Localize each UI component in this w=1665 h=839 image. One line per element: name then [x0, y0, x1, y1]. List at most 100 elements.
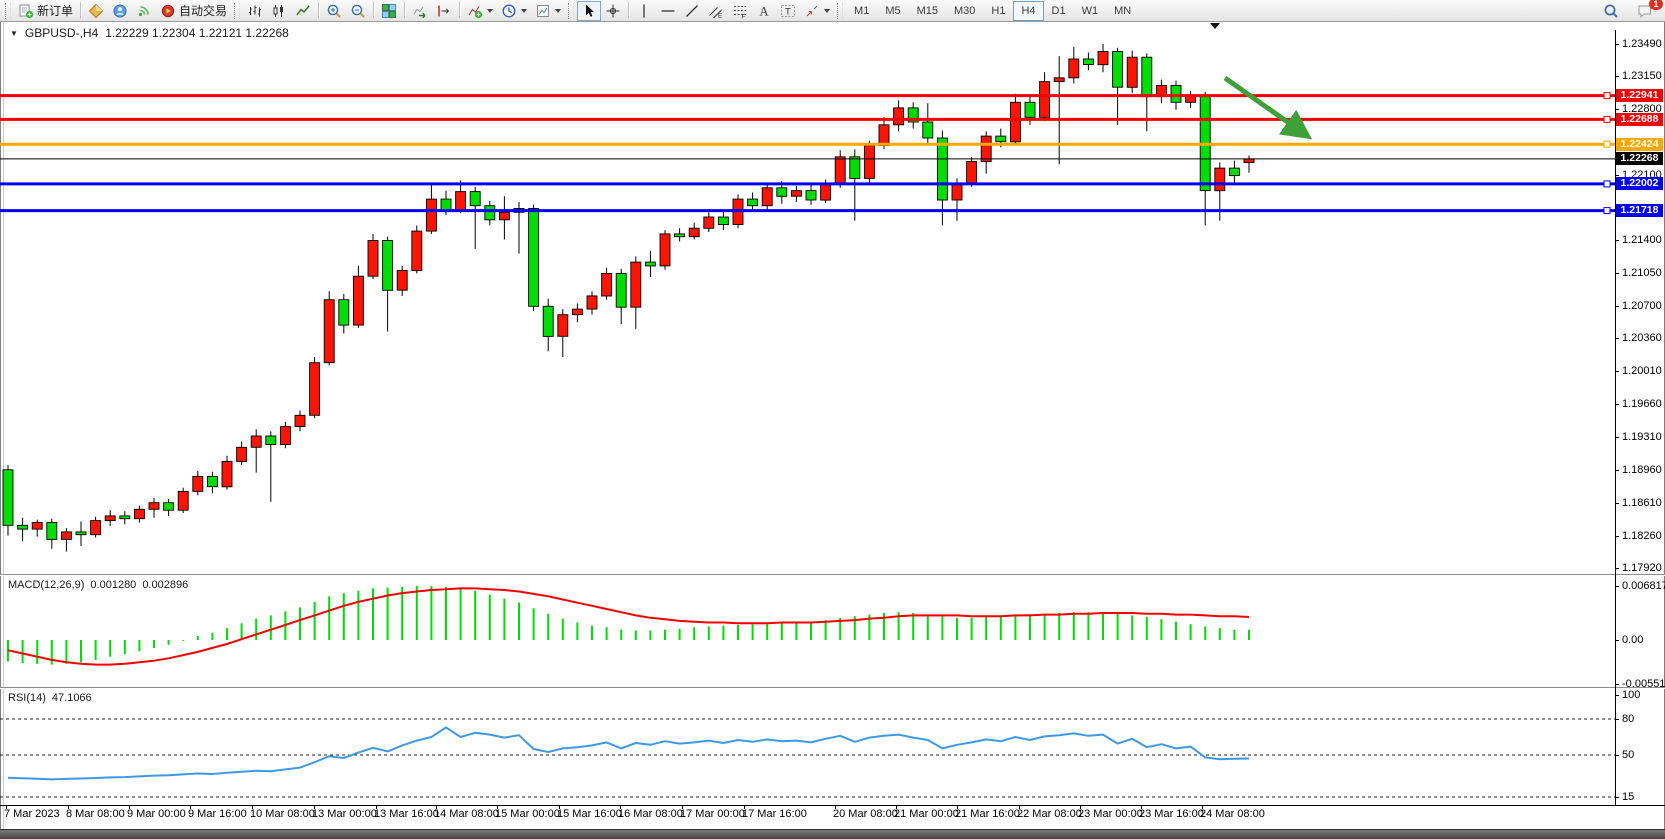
- zoom-in-button[interactable]: [322, 1, 346, 21]
- auto-scroll-button[interactable]: [408, 1, 432, 21]
- timeframe-m30-button[interactable]: M30: [954, 4, 976, 17]
- line-chart-button[interactable]: [291, 1, 315, 21]
- macd-axis-label: -0.005518: [1622, 678, 1665, 690]
- timeframe-w1-button[interactable]: W1: [1081, 4, 1099, 17]
- arrows-icon: [806, 5, 818, 16]
- chart-shift-button[interactable]: [432, 1, 456, 21]
- time-axis-label: 23 Mar 00:00: [1078, 808, 1143, 820]
- metaeditor-button[interactable]: [84, 1, 108, 21]
- chart-title-ohlc: 1.22229 1.22304 1.22121 1.22268: [105, 26, 289, 40]
- search-icon: [1604, 4, 1618, 18]
- time-axis-label: 16 Mar 08:00: [618, 808, 683, 820]
- price-tick-label: 1.18260: [1622, 530, 1662, 542]
- toolbar-separator: [628, 2, 630, 19]
- main-chart-pane[interactable]: [0, 30, 1615, 573]
- vertical-line-button[interactable]: [632, 1, 656, 21]
- timeframe-h1-button[interactable]: H1: [991, 4, 1006, 17]
- time-axis-line[interactable]: [0, 805, 1665, 806]
- hline-handle[interactable]: [1603, 140, 1611, 148]
- crosshair-button[interactable]: [601, 1, 625, 21]
- periods-icon: [502, 4, 516, 17]
- arrows-button[interactable]: [800, 1, 834, 21]
- timeframe-m1-button[interactable]: M1: [854, 4, 870, 17]
- indicators-icon: [468, 5, 483, 18]
- equidistant-channel-button[interactable]: E: [704, 1, 728, 21]
- macd-value-signal: 0.002896: [142, 579, 189, 591]
- time-axis-label: 23 Mar 16:00: [1139, 808, 1204, 820]
- price-line-badge: 1.22424: [1616, 138, 1663, 151]
- label-icon: T: [781, 4, 796, 17]
- hline-handle[interactable]: [1603, 207, 1611, 215]
- templates-button[interactable]: [531, 1, 565, 21]
- time-axis-label: 15 Mar 00:00: [495, 808, 560, 820]
- timeframe-d1-button[interactable]: D1: [1051, 4, 1066, 17]
- chart-shift-icon: [438, 5, 449, 16]
- search-button[interactable]: [1599, 1, 1623, 21]
- hline-handle[interactable]: [1603, 92, 1611, 100]
- chart-shift-marker-icon[interactable]: [1210, 23, 1220, 29]
- dropdown-caret-icon: [555, 8, 562, 13]
- price-axis-line[interactable]: [1615, 30, 1616, 805]
- time-axis-label: 9 Mar 00:00: [127, 808, 186, 820]
- svg-text:A: A: [760, 4, 769, 18]
- new-order-button[interactable]: 新订单: [14, 1, 77, 21]
- periods-button[interactable]: [497, 1, 531, 21]
- macd-label: MACD(12,26,9) 0.001280 0.002896: [8, 579, 188, 591]
- timeframe-mn-button[interactable]: MN: [1114, 4, 1132, 17]
- tile-windows-button[interactable]: [377, 1, 401, 21]
- toolbar-grip: [837, 2, 844, 19]
- price-tick-label: 1.21400: [1622, 234, 1662, 246]
- candlestick-button[interactable]: [267, 1, 291, 21]
- trendline-button[interactable]: [680, 1, 704, 21]
- notifications-button[interactable]: 1: [1633, 0, 1663, 21]
- timeframe-m15-button[interactable]: M15: [916, 4, 938, 17]
- time-axis-label: 13 Mar 00:00: [312, 808, 377, 820]
- community-button[interactable]: [108, 1, 132, 21]
- toolbar: 新订单 自动交易 E F A T M1 M5 M15 M30 H1 H4 D1 W1 MN 1: [0, 0, 1665, 22]
- toolbar-grip: [5, 2, 11, 19]
- fibonacci-button[interactable]: F: [728, 1, 752, 21]
- pane-separator-macd-rsi[interactable]: [0, 687, 1665, 688]
- hline-handle[interactable]: [1603, 180, 1611, 188]
- rsi-pane[interactable]: [0, 690, 1615, 803]
- horizontal-line-button[interactable]: [656, 1, 680, 21]
- chart-collapse-icon[interactable]: ▼: [10, 28, 18, 38]
- macd-pane[interactable]: [0, 577, 1615, 686]
- bar-chart-button[interactable]: [243, 1, 267, 21]
- window-inner-border-left: [3, 22, 4, 829]
- price-tick-label: 1.20360: [1622, 332, 1662, 344]
- autotrade-button[interactable]: 自动交易: [156, 1, 231, 21]
- zoom-out-icon: [351, 4, 365, 18]
- chart-area[interactable]: [0, 22, 1665, 829]
- text-label-button[interactable]: T: [776, 1, 800, 21]
- zoom-out-button[interactable]: [346, 1, 370, 21]
- template-icon: [537, 4, 550, 17]
- macd-value-main: 0.001280: [90, 579, 137, 591]
- price-line-badge: 1.22268: [1616, 152, 1663, 165]
- toolbar-separator: [80, 2, 82, 19]
- community-icon: [113, 4, 127, 17]
- price-tick-label: 1.20700: [1622, 300, 1662, 312]
- timeframe-h4-button[interactable]: H4: [1013, 0, 1044, 21]
- signals-button[interactable]: [132, 1, 156, 21]
- macd-signal-line: [7, 587, 1250, 666]
- dropdown-caret-icon: [487, 8, 494, 13]
- arrow-annotation[interactable]: [1223, 75, 1313, 140]
- tile-windows-icon: [382, 3, 397, 18]
- price-line-badge: 1.22688: [1616, 113, 1663, 126]
- macd-axis-label: 0.006817: [1622, 580, 1665, 592]
- text-button[interactable]: A: [752, 1, 776, 21]
- price-tick-label: 1.22800: [1622, 103, 1662, 115]
- autotrade-button-label: 自动交易: [179, 4, 228, 18]
- price-tick-label: 1.21050: [1622, 267, 1662, 279]
- time-axis-label: 22 Mar 08:00: [1017, 808, 1082, 820]
- time-axis-label: 21 Mar 00:00: [894, 808, 959, 820]
- cursor-icon: [586, 4, 595, 17]
- window-bottom-edge: [0, 829, 1665, 839]
- timeframe-m5-button[interactable]: M5: [885, 4, 901, 17]
- indicators-button[interactable]: [463, 1, 497, 21]
- hline-handle[interactable]: [1603, 115, 1611, 123]
- cursor-button[interactable]: [577, 0, 602, 21]
- pane-separator-main-macd[interactable]: [0, 574, 1665, 575]
- notification-badge: 1: [1649, 0, 1663, 10]
